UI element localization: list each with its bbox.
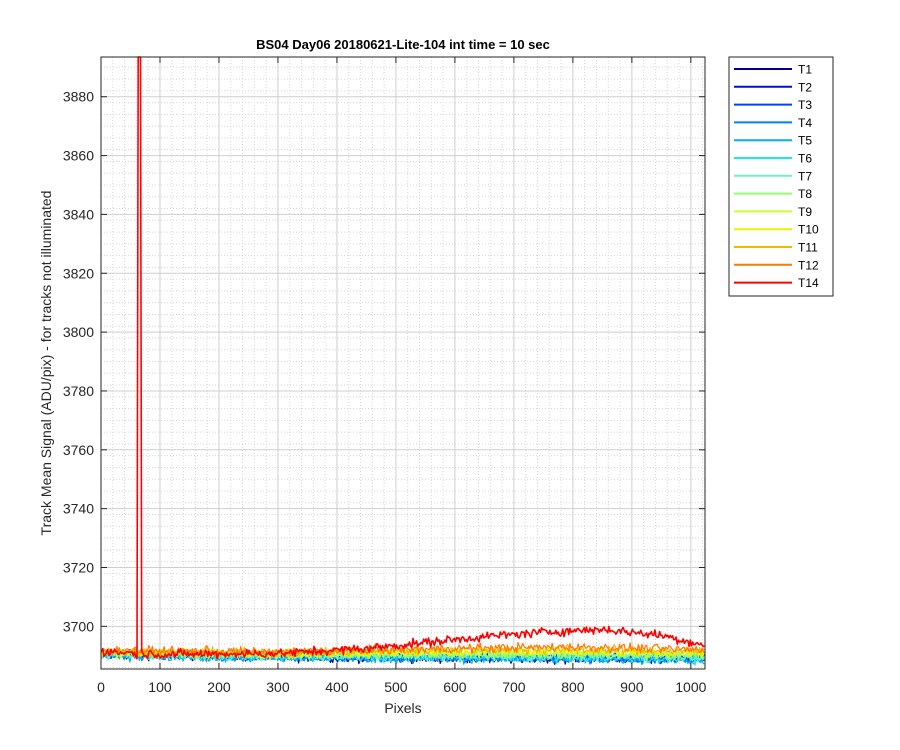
plot-frame — [100, 56, 706, 670]
legend-label-t2: T2 — [798, 80, 812, 94]
x-tick-label: 900 — [620, 679, 644, 695]
legend-label-t11: T11 — [798, 241, 818, 255]
legend-label-t6: T6 — [798, 152, 812, 166]
series-line-t14 — [100, 56, 705, 660]
y-tick-label: 3880 — [63, 89, 94, 105]
legend-label-t14: T14 — [798, 276, 819, 290]
x-tick-label: 400 — [325, 679, 349, 695]
x-axis-title: Pixels — [384, 700, 421, 716]
y-tick-label: 3760 — [63, 442, 94, 458]
y-axis-title: Track Mean Signal (ADU/pix) - for tracks… — [38, 191, 54, 536]
plot-background — [101, 57, 705, 669]
series-line-t12 — [101, 642, 705, 658]
series-line-t5 — [101, 649, 705, 666]
x-tick-label: 700 — [502, 679, 526, 695]
y-tick-label: 3860 — [63, 148, 94, 164]
y-tick-label: 3820 — [63, 265, 94, 281]
legend: T1 T2 T3 T4 T5 T6 T7 T8 T9 T10 T11 T12 T14 — [728, 56, 834, 297]
x-tick-label: 1000 — [675, 679, 706, 695]
y-tick-label: 3700 — [63, 618, 94, 634]
x-tick-label: 300 — [266, 679, 290, 695]
legend-label-t1: T1 — [798, 63, 812, 77]
y-tick-label: 3800 — [63, 324, 94, 340]
y-tick-labels: 3700 3720 3740 3760 3780 3800 3820 3840 3860 3880 — [63, 89, 94, 635]
y-tick-label: 3720 — [63, 559, 94, 575]
y-tick-label: 3740 — [63, 501, 94, 517]
legend-label-t10: T10 — [798, 223, 819, 237]
legend-label-t4: T4 — [798, 116, 812, 130]
legend-label-t12: T12 — [798, 258, 819, 272]
legend-label-t5: T5 — [798, 134, 812, 148]
legend-label-t7: T7 — [798, 169, 812, 183]
y-tick-label: 3840 — [63, 206, 94, 222]
x-tick-labels: 0 100 200 300 400 500 600 700 800 900 1000 — [97, 679, 707, 695]
x-tick-label: 0 — [97, 679, 105, 695]
chart-title: BS04 Day06 20180621-Lite-104 int time = … — [256, 37, 550, 52]
legend-label-t3: T3 — [798, 98, 812, 112]
ticks — [100, 57, 705, 669]
y-tick-label: 3780 — [63, 383, 94, 399]
series-layer — [100, 56, 705, 666]
x-tick-label: 600 — [443, 679, 467, 695]
x-tick-label: 200 — [207, 679, 231, 695]
legend-label-t9: T9 — [798, 205, 812, 219]
legend-label-t8: T8 — [798, 187, 812, 201]
x-tick-label: 800 — [561, 679, 585, 695]
x-tick-label: 100 — [148, 679, 172, 695]
x-tick-label: 500 — [384, 679, 408, 695]
